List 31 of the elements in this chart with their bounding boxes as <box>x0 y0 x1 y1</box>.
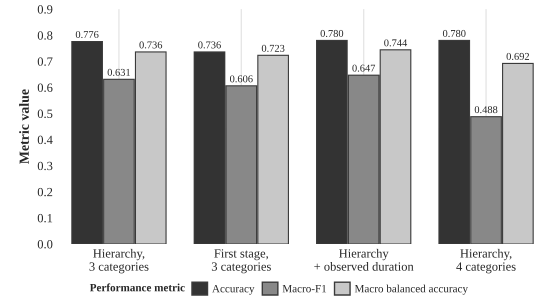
data-label: 0.631 <box>108 68 130 76</box>
y-tick-label: 0.8 <box>38 31 52 40</box>
data-label: 0.776 <box>76 30 99 38</box>
y-tick-label: 0.9 <box>38 5 52 14</box>
data-label: 0.647 <box>352 64 376 72</box>
x-tick-label: Hierarchy + observed duration <box>314 248 414 271</box>
data-label: 0.692 <box>506 52 530 60</box>
data-label: 0.736 <box>139 41 162 48</box>
data-label: 0.780 <box>442 30 466 38</box>
x-tick-label: Hierarchy, 4 categories <box>456 248 516 274</box>
legend-label: Macro-F1 <box>282 284 326 292</box>
x-tick-label: Hierarchy, 3 categories <box>90 248 149 274</box>
data-label: 0.780 <box>320 30 344 38</box>
data-label: 0.488 <box>474 106 498 114</box>
data-label: 0.606 <box>230 75 253 82</box>
y-tick-label: 0.1 <box>38 214 52 222</box>
legend-label: Macro balanced accuracy <box>354 284 468 295</box>
data-label: 0.744 <box>384 39 408 46</box>
y-axis-title: Metric value <box>19 89 29 164</box>
y-tick-label: 0.7 <box>38 57 53 66</box>
y-tick-label: 0.0 <box>38 240 52 249</box>
y-tick-label: 0.6 <box>38 83 53 92</box>
y-tick-label: 0.2 <box>38 188 52 196</box>
data-label: 0.723 <box>262 44 284 52</box>
legend-label: Accuracy <box>212 284 254 295</box>
x-tick-label: First stage, 3 categories <box>212 249 271 274</box>
data-label: 0.736 <box>198 41 221 48</box>
y-tick-label: 0.4 <box>38 136 53 144</box>
legend-title: Performance metric <box>90 283 185 292</box>
y-tick-label: 0.5 <box>38 110 52 118</box>
y-tick-label: 0.3 <box>38 162 52 170</box>
